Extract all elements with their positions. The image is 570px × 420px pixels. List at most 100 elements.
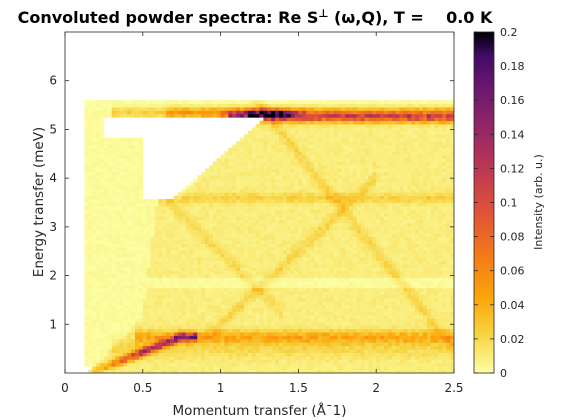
heatmap-cell — [189, 359, 194, 364]
heatmap-cell — [263, 103, 268, 108]
heatmap-cell — [341, 345, 346, 350]
heatmap-cell — [247, 161, 253, 166]
heatmap-cell — [212, 240, 218, 244]
heatmap-cell — [88, 359, 93, 364]
heatmap-cell — [138, 253, 144, 258]
heatmap-cell — [193, 274, 198, 278]
heatmap-cell — [282, 362, 288, 367]
heatmap-cell — [232, 103, 237, 108]
heatmap-cell — [205, 185, 210, 190]
heatmap-cell — [259, 366, 264, 370]
heatmap-cell — [170, 209, 175, 214]
heatmap-cell — [201, 304, 206, 309]
heatmap-cell — [298, 164, 303, 169]
heatmap-cell — [321, 195, 327, 200]
heatmap-cell — [84, 171, 89, 176]
heatmap-cell — [317, 113, 323, 118]
heatmap-cell — [127, 141, 132, 145]
heatmap-cell — [298, 349, 303, 353]
heatmap-cell — [181, 277, 186, 282]
heatmap-cell — [96, 113, 101, 118]
heatmap-cell — [306, 124, 311, 128]
heatmap-cell — [275, 318, 280, 323]
heatmap-cell — [166, 284, 171, 289]
heatmap-cell — [298, 342, 303, 347]
heatmap-cell — [216, 294, 221, 299]
heatmap-cell — [96, 294, 101, 299]
heatmap-cell — [216, 284, 221, 289]
heatmap-cell — [278, 325, 284, 330]
heatmap-cell — [271, 209, 276, 214]
heatmap-cell — [294, 226, 299, 231]
heatmap-cell — [100, 277, 105, 282]
heatmap-cell — [216, 338, 221, 343]
heatmap-cell — [302, 113, 307, 118]
heatmap-cell — [100, 137, 105, 142]
heatmap-cell — [96, 151, 101, 156]
heatmap-cell — [119, 154, 124, 159]
heatmap-cell — [232, 362, 237, 367]
heatmap-cell — [146, 110, 151, 115]
heatmap-cell — [111, 318, 116, 323]
heatmap-cell — [212, 195, 218, 200]
heatmap-cell — [142, 349, 148, 353]
heatmap-cell — [100, 205, 105, 210]
heatmap-cell — [251, 294, 257, 299]
heatmap-cell — [224, 178, 229, 183]
heatmap-cell — [243, 362, 249, 367]
heatmap-cell — [232, 205, 237, 210]
heatmap-cell — [302, 182, 307, 186]
heatmap-cell — [84, 325, 89, 330]
heatmap-cell — [294, 188, 299, 193]
heatmap-cell — [321, 308, 327, 313]
heatmap-cell — [325, 270, 330, 275]
heatmap-cell — [294, 287, 299, 292]
heatmap-cell — [127, 147, 132, 152]
heatmap-cell — [298, 284, 303, 289]
heatmap-cell — [205, 369, 210, 373]
heatmap-cell — [278, 137, 284, 142]
heatmap-cell — [275, 280, 280, 285]
heatmap-cell — [107, 328, 113, 333]
heatmap-cell — [201, 107, 206, 111]
heatmap-cell — [123, 144, 128, 149]
heatmap-cell — [341, 219, 346, 224]
heatmap-cell — [131, 164, 136, 169]
heatmap-cell — [263, 175, 268, 180]
heatmap-cell — [251, 141, 257, 145]
heatmap-cell — [247, 359, 253, 364]
heatmap-cell — [146, 253, 151, 258]
heatmap-cell — [255, 280, 260, 285]
heatmap-cell — [197, 202, 202, 207]
heatmap-cell — [181, 315, 186, 319]
heatmap-cell — [325, 103, 330, 108]
heatmap-cell — [166, 240, 171, 244]
heatmap-cell — [236, 318, 241, 323]
heatmap-cell — [333, 270, 338, 275]
heatmap-cell — [88, 137, 93, 142]
heatmap-cell — [341, 130, 346, 135]
heatmap-cell — [313, 120, 319, 125]
heatmap-cell — [240, 260, 245, 265]
heatmap-cell — [341, 369, 346, 373]
heatmap-cell — [107, 141, 113, 145]
heatmap-cell — [302, 246, 307, 251]
heatmap-cell — [92, 124, 97, 128]
heatmap-cell — [298, 332, 303, 336]
heatmap-cell — [306, 277, 311, 282]
heatmap-cell — [170, 294, 175, 299]
heatmap-cell — [345, 318, 350, 323]
heatmap-cell — [278, 287, 284, 292]
heatmap-cell — [135, 229, 140, 234]
heatmap-cell — [306, 362, 311, 367]
heatmap-cell — [302, 260, 307, 265]
heatmap-cell — [267, 117, 272, 122]
heatmap-cell — [345, 141, 350, 145]
heatmap-cell — [337, 130, 342, 135]
heatmap-cell — [294, 205, 299, 210]
heatmap-cell — [341, 359, 346, 364]
heatmap-cell — [275, 253, 280, 258]
heatmap-cell — [123, 141, 128, 145]
heatmap-cell — [337, 202, 342, 207]
heatmap-cell — [310, 304, 315, 309]
